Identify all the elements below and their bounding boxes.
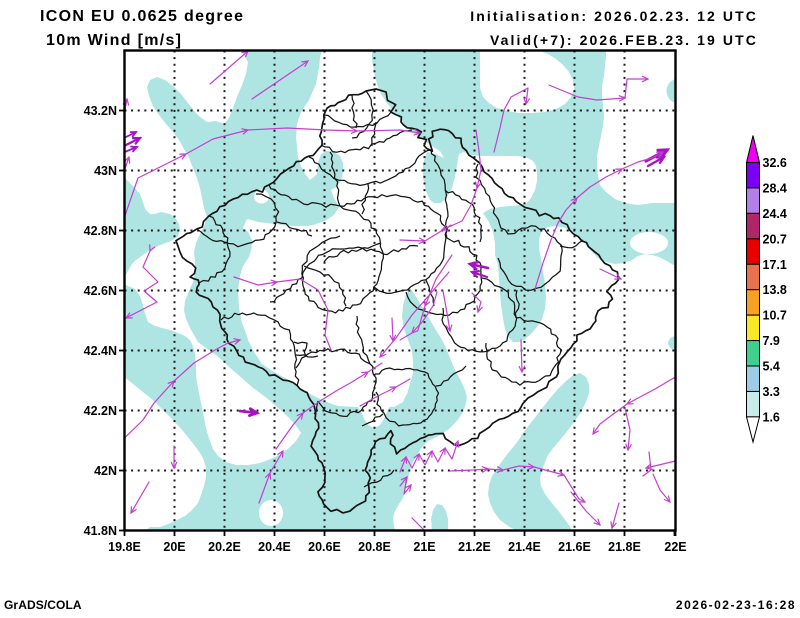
svg-text:Initialisation: 2026.02.23. 12: Initialisation: 2026.02.23. 12 UTC	[470, 8, 758, 24]
svg-text:Valid(+7): 2026.FEB.23. 19 UTC: Valid(+7): 2026.FEB.23. 19 UTC	[490, 32, 758, 48]
svg-text:42.8N: 42.8N	[84, 224, 117, 238]
svg-text:20.2E: 20.2E	[208, 540, 241, 554]
svg-text:24.4: 24.4	[763, 207, 787, 221]
svg-text:43.2N: 43.2N	[84, 104, 117, 118]
svg-text:20.7: 20.7	[763, 232, 787, 246]
svg-text:5.4: 5.4	[763, 360, 780, 374]
svg-text:7.9: 7.9	[763, 334, 780, 348]
svg-text:21.2E: 21.2E	[458, 540, 491, 554]
svg-text:22E: 22E	[664, 540, 686, 554]
svg-text:10.7: 10.7	[763, 309, 787, 323]
svg-text:20E: 20E	[163, 540, 185, 554]
svg-text:20.4E: 20.4E	[258, 540, 291, 554]
svg-text:42.4N: 42.4N	[84, 344, 117, 358]
svg-text:20.6E: 20.6E	[308, 540, 341, 554]
svg-text:GrADS/COLA: GrADS/COLA	[4, 598, 82, 612]
svg-text:42.6N: 42.6N	[84, 284, 117, 298]
svg-text:3.3: 3.3	[763, 385, 780, 399]
svg-text:43N: 43N	[94, 164, 117, 178]
svg-text:28.4: 28.4	[763, 181, 787, 195]
svg-text:2026-02-23-16:28: 2026-02-23-16:28	[676, 598, 796, 612]
svg-text:41.8N: 41.8N	[84, 524, 117, 538]
svg-text:19.8E: 19.8E	[108, 540, 141, 554]
svg-text:32.6: 32.6	[763, 156, 787, 170]
svg-text:21.6E: 21.6E	[558, 540, 591, 554]
svg-text:13.8: 13.8	[763, 283, 787, 297]
svg-text:ICON EU 0.0625 degree: ICON EU 0.0625 degree	[40, 8, 244, 25]
svg-text:1.6: 1.6	[763, 410, 780, 424]
svg-text:21.8E: 21.8E	[608, 540, 641, 554]
svg-text:20.8E: 20.8E	[358, 540, 391, 554]
svg-text:42N: 42N	[94, 464, 117, 478]
svg-text:17.1: 17.1	[763, 258, 787, 272]
svg-text:21.4E: 21.4E	[508, 540, 541, 554]
svg-text:21E: 21E	[413, 540, 435, 554]
svg-text:10m Wind [m/s]: 10m Wind [m/s]	[46, 32, 182, 49]
svg-text:42.2N: 42.2N	[84, 404, 117, 418]
